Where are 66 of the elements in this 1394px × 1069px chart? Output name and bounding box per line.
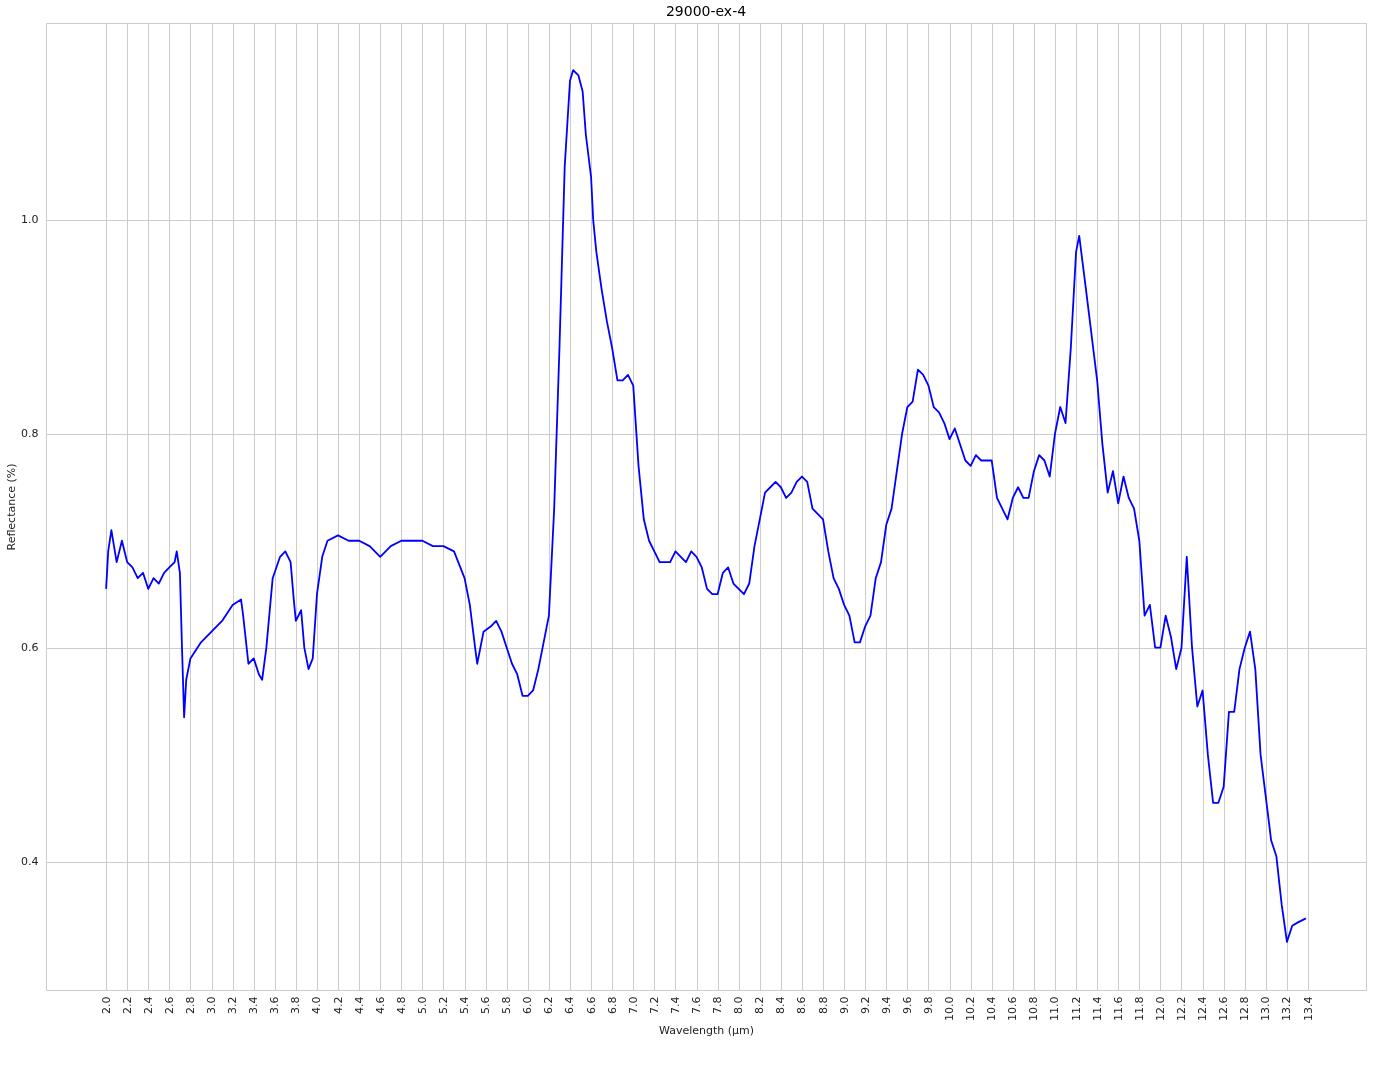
- x-tick-label: 2.2: [120, 996, 134, 1014]
- x-tick-label: 10.4: [985, 996, 999, 1021]
- x-tick-label: 4.2: [331, 996, 345, 1014]
- chart-title: 29000-ex-4: [665, 3, 747, 19]
- x-tick-label: 3.6: [268, 996, 282, 1014]
- x-tick-label: 5.8: [500, 996, 514, 1014]
- x-tick-label: 12.8: [1238, 996, 1252, 1021]
- x-tick-label: 7.2: [647, 996, 661, 1014]
- x-tick-label: 6.0: [521, 996, 535, 1014]
- x-tick-label: 5.6: [479, 996, 493, 1014]
- x-tick-label: 6.8: [605, 996, 619, 1014]
- x-tick-label: 13.0: [1259, 996, 1273, 1021]
- x-tick-label: 10.0: [943, 996, 957, 1021]
- x-tick-label: 3.0: [205, 996, 219, 1014]
- x-tick-label: 4.0: [310, 996, 324, 1014]
- x-tick-label: 6.2: [542, 996, 556, 1014]
- x-tick-label: 11.2: [1069, 996, 1083, 1021]
- x-tick-label: 9.4: [879, 996, 893, 1014]
- x-tick-label: 2.8: [183, 996, 197, 1014]
- x-tick-label: 6.6: [584, 996, 598, 1014]
- x-tick-label: 9.6: [900, 996, 914, 1014]
- x-tick-label: 12.4: [1196, 996, 1210, 1021]
- x-tick-label: 4.4: [352, 996, 366, 1014]
- x-tick-label: 8.8: [816, 996, 830, 1014]
- x-tick-label: 10.8: [1027, 996, 1041, 1021]
- x-tick-label: 8.6: [795, 996, 809, 1014]
- line-series: [105, 69, 1307, 943]
- x-tick-label: 11.4: [1090, 996, 1104, 1021]
- x-tick-label: 2.0: [99, 996, 113, 1014]
- x-tick-label: 2.6: [162, 996, 176, 1014]
- x-tick-label: 4.6: [373, 996, 387, 1014]
- x-tick-label: 11.8: [1132, 996, 1146, 1021]
- y-tick-label: 0.6: [21, 641, 39, 655]
- x-tick-label: 8.2: [753, 996, 767, 1014]
- x-tick-label: 11.6: [1111, 996, 1125, 1021]
- x-tick-label: 3.8: [289, 996, 303, 1014]
- x-tick-label: 8.4: [774, 996, 788, 1014]
- x-tick-label: 9.2: [858, 996, 872, 1014]
- x-tick-label: 11.0: [1048, 996, 1062, 1021]
- x-tick-label: 10.6: [1006, 996, 1020, 1021]
- x-tick-label: 8.0: [732, 996, 746, 1014]
- x-tick-label: 6.4: [563, 996, 577, 1014]
- x-tick-label: 13.2: [1280, 996, 1294, 1021]
- x-tick-label: 2.4: [141, 996, 155, 1014]
- y-axis-title: Reflectance (%): [5, 463, 19, 551]
- x-tick-label: 3.2: [226, 996, 240, 1014]
- x-tick-label: 7.8: [711, 996, 725, 1014]
- x-tick-label: 12.6: [1217, 996, 1231, 1021]
- x-tick-label: 12.0: [1153, 996, 1167, 1021]
- y-tick-label: 0.4: [21, 855, 39, 869]
- x-tick-label: 9.8: [921, 996, 935, 1014]
- x-tick-label: 13.4: [1301, 996, 1315, 1021]
- y-tick-label: 0.8: [21, 427, 39, 441]
- x-tick-label: 7.6: [690, 996, 704, 1014]
- x-tick-label: 12.2: [1175, 996, 1188, 1021]
- x-tick-label: 5.0: [415, 996, 429, 1014]
- x-tick-label: 4.8: [394, 996, 408, 1014]
- x-tick-label: 5.2: [436, 996, 450, 1014]
- x-tick-label: 5.4: [458, 996, 472, 1014]
- x-tick-label: 9.0: [837, 996, 851, 1014]
- x-tick-label: 10.2: [964, 996, 978, 1021]
- x-tick-label: 7.0: [626, 996, 640, 1014]
- x-axis-title: Wavelength (µm): [658, 1023, 755, 1037]
- y-tick-label: 1.0: [21, 213, 39, 227]
- x-tick-label: 7.4: [668, 996, 682, 1014]
- x-tick-label: 3.4: [247, 996, 261, 1014]
